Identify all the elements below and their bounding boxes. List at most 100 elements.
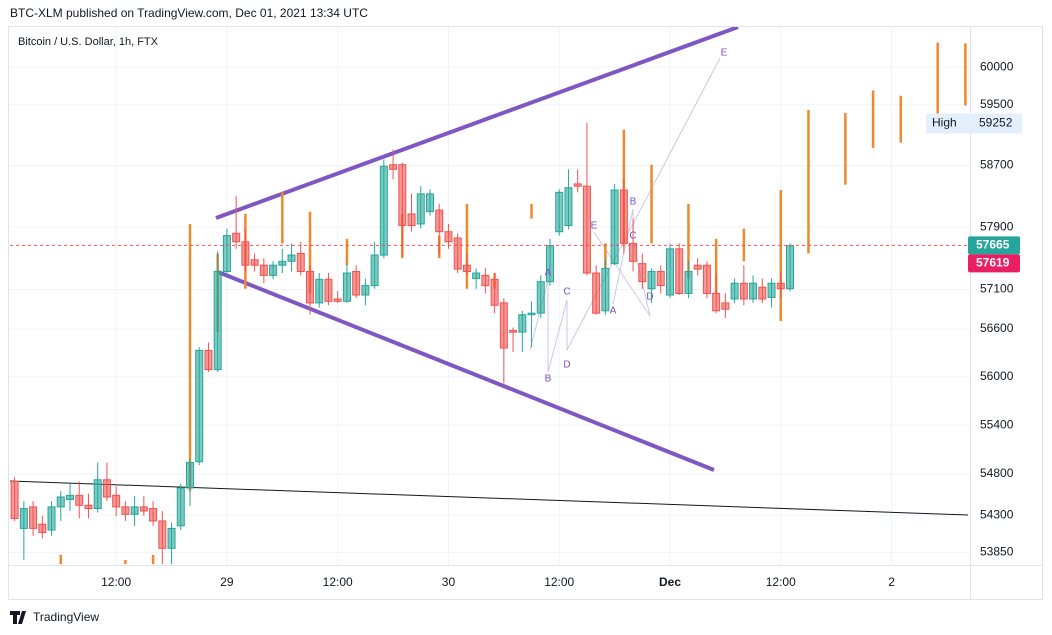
candle-body [619,189,628,244]
candle-body [56,496,65,508]
candle-body [693,264,702,270]
candle-body [610,189,619,265]
candle-body [186,462,194,489]
candle-body [389,164,398,170]
candle-body [324,278,333,302]
candle-body [176,487,185,527]
candle-body [195,349,204,463]
candle-body [712,292,721,312]
candle-body [66,494,74,500]
last-price-label: 57665 [976,238,1010,252]
candle-body [416,193,425,225]
x-tick-label: 12:00 [101,575,131,589]
candle-body [315,278,324,304]
candle-body [158,520,167,549]
header: BTC-XLM published on TradingView.com, De… [10,6,368,20]
frame [8,26,1043,600]
y-tick-label: 58700 [980,158,1014,172]
y-tick-label: 56600 [980,321,1014,335]
candle-body [601,267,610,312]
candle-body [462,264,471,272]
pattern-label: B [630,197,637,208]
candle-body [38,523,47,534]
candle-body [213,270,222,371]
candle-body [287,254,296,262]
pattern-label: D [563,360,570,371]
y-tick-label: 54300 [980,507,1014,521]
candle-body [629,242,638,262]
candle-body [149,508,158,522]
pattern-label: D [646,292,653,303]
candle-body [758,286,767,300]
candle-body [490,278,499,306]
candle-body [370,254,379,287]
candle-body [75,494,84,506]
candle-body [426,193,434,213]
candle-body [656,270,665,287]
candle-body [296,253,305,272]
y-tick-label: 55400 [980,417,1014,431]
second-price-box [968,254,1020,273]
candle-body [509,330,518,333]
x-tick-label: 12:00 [544,575,574,589]
footer-logo: TradingView [10,610,99,624]
candle-body [444,231,453,243]
second-price-label: 57619 [976,256,1010,270]
candle-body [647,270,656,290]
candle-body [333,298,342,302]
candle-body [573,183,582,187]
candle-body [527,312,536,316]
candle-body [675,248,684,294]
candle-body [379,165,388,256]
candle-body [139,506,148,512]
high-value: 59252 [979,116,1013,130]
candle-body [102,479,111,498]
candle-body [472,272,481,280]
y-tick-label: 57900 [980,219,1014,233]
last-price-label-box [968,236,1020,255]
candle-body [130,506,139,515]
x-tick-label: 12:00 [766,575,796,589]
candle-body [518,314,527,333]
candle-body [167,527,176,549]
trend-line [10,480,969,516]
chart-title: Bitcoin / U.S. Dollar, 1h, FTX [18,36,159,48]
candle-body [47,506,56,531]
candle-body [564,187,573,227]
pattern-label: C [563,287,570,298]
y-tick-label: 57100 [980,282,1014,296]
candle-body [499,302,508,349]
candle-body [29,506,38,529]
candle-body [222,235,231,272]
candle-body [19,508,28,529]
x-tick-label: 2 [888,575,895,589]
trend-line [215,27,739,220]
footer: TradingView [33,610,99,624]
pattern-label: E [591,221,598,232]
candle-body [749,282,758,300]
candle-body [112,494,121,508]
candle-body [536,281,545,314]
x-tick-label: 12:00 [323,575,353,589]
candle-body [582,185,591,274]
candle-body [204,349,213,371]
high-text: High [932,116,957,130]
candle-body [241,241,250,266]
y-tick-label: 54800 [980,466,1014,480]
candle-body [592,272,601,314]
candle-body [269,264,278,276]
candle-body [306,270,314,304]
candle-body [555,191,564,233]
x-tick-label: 30 [442,575,456,589]
candle-body [352,270,361,296]
candle-body [10,480,19,519]
candle-body [435,209,444,233]
trend-line [217,270,715,472]
candle-body [666,248,674,296]
plot [10,27,970,565]
candle-body [739,282,748,300]
x-tick-label: Dec [659,575,681,589]
candle-body [776,282,785,290]
candle-body [730,282,739,300]
